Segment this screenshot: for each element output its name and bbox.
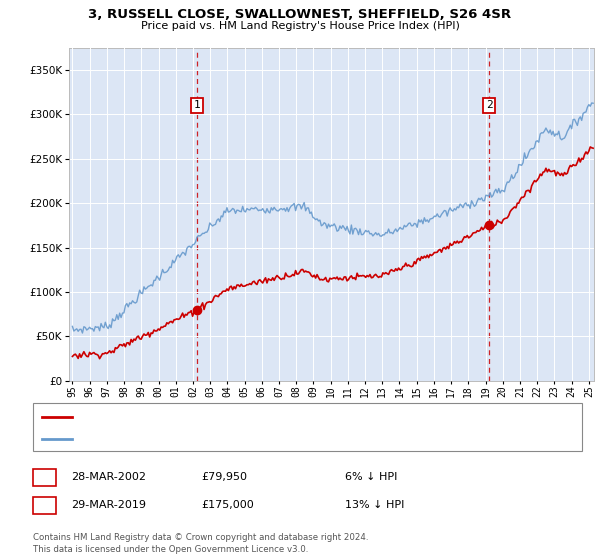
Text: 1: 1: [41, 472, 48, 482]
Text: £79,950: £79,950: [201, 472, 247, 482]
Text: 2: 2: [41, 500, 48, 510]
Text: 28-MAR-2002: 28-MAR-2002: [71, 472, 146, 482]
Text: 3, RUSSELL CLOSE, SWALLOWNEST, SHEFFIELD, S26 4SR (detached house): 3, RUSSELL CLOSE, SWALLOWNEST, SHEFFIELD…: [78, 412, 452, 422]
Text: £175,000: £175,000: [201, 500, 254, 510]
Text: 3, RUSSELL CLOSE, SWALLOWNEST, SHEFFIELD, S26 4SR: 3, RUSSELL CLOSE, SWALLOWNEST, SHEFFIELD…: [88, 8, 512, 21]
Text: HPI: Average price, detached house, Rotherham: HPI: Average price, detached house, Roth…: [78, 434, 317, 444]
Text: 29-MAR-2019: 29-MAR-2019: [71, 500, 146, 510]
Text: 13% ↓ HPI: 13% ↓ HPI: [345, 500, 404, 510]
Text: 2: 2: [486, 100, 493, 110]
Text: 6% ↓ HPI: 6% ↓ HPI: [345, 472, 397, 482]
Text: Contains HM Land Registry data © Crown copyright and database right 2024.
This d: Contains HM Land Registry data © Crown c…: [33, 533, 368, 554]
Text: 1: 1: [193, 100, 200, 110]
Text: Price paid vs. HM Land Registry's House Price Index (HPI): Price paid vs. HM Land Registry's House …: [140, 21, 460, 31]
